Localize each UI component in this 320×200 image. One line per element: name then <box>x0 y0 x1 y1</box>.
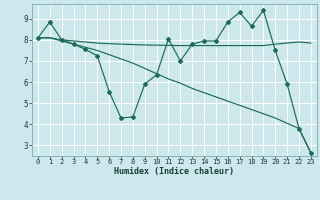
X-axis label: Humidex (Indice chaleur): Humidex (Indice chaleur) <box>115 167 234 176</box>
